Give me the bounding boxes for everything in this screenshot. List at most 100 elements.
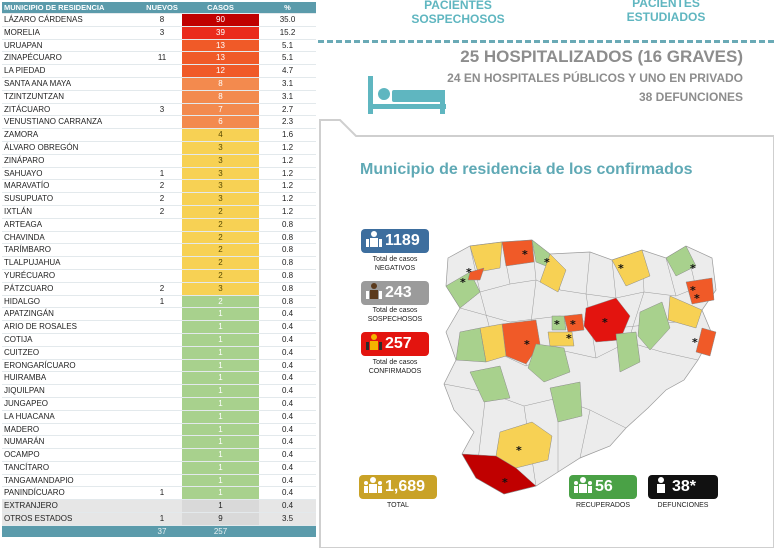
confirmed-cases-value: 257	[385, 335, 412, 352]
new-cases-cell	[142, 129, 182, 141]
table-row: LÁZARO CÁRDENAS 8 90 35.0	[2, 14, 316, 27]
negative-cases-badge: 1189	[361, 229, 429, 253]
svg-text:*: *	[618, 262, 624, 275]
table-row: URUAPAN 13 5.1	[2, 39, 316, 53]
municipality-cell: CUITZEO	[4, 347, 40, 357]
people-icon	[365, 230, 383, 253]
cases-cell: 1	[182, 397, 259, 410]
new-cases-cell	[142, 398, 182, 410]
deaths-label: 38 DEFUNCIONES	[638, 90, 743, 104]
municipality-orange-b	[467, 267, 485, 281]
percent-cell: 1.6	[281, 130, 294, 140]
negative-cases-caption: Total de casos NEGATIVOS	[372, 256, 418, 272]
svg-text:*: *	[694, 292, 700, 305]
municipality-cell: LA HUACANA	[4, 411, 55, 421]
people-group-icon	[573, 476, 593, 499]
svg-text:*: *	[602, 316, 608, 329]
new-cases-cell	[142, 360, 182, 372]
municipality-yellow-a	[469, 241, 503, 273]
municipality-green-f	[615, 331, 641, 373]
new-cases-cell	[142, 347, 182, 359]
percent-cell: 15.2	[279, 27, 296, 37]
table-row: ARTEAGA 2 0.8	[2, 218, 316, 232]
table-row: OCAMPO 1 0.4	[2, 449, 316, 462]
municipality-yellow-e	[547, 331, 575, 347]
municipality-green-j	[549, 381, 583, 423]
municipality-cell: ZINÁPARO	[4, 155, 45, 165]
svg-text:*: *	[566, 332, 572, 345]
municipality-cell: URUAPAN	[4, 40, 43, 50]
new-cases-cell	[142, 78, 182, 90]
percent-cell: 5.1	[281, 53, 294, 63]
municipality-yellow-b	[539, 253, 567, 293]
table-row: LA HUACANA 1 0.4	[2, 410, 316, 424]
municipality-green-a	[445, 271, 481, 309]
people-icon	[365, 333, 383, 356]
cases-cell: 1	[182, 500, 259, 513]
new-cases-cell: 2	[159, 194, 165, 204]
municipality-cell: SUSUPUATO	[4, 194, 54, 204]
municipality-cell: CHAVINDA	[4, 232, 45, 242]
cases-cell: 1	[182, 308, 259, 321]
new-cases-cell	[142, 500, 182, 512]
new-cases-cell	[142, 142, 182, 154]
table-row: ZINÁPARO 3 1.2	[2, 154, 316, 168]
cases-cell: 1	[182, 346, 259, 359]
cases-cell: 1	[182, 410, 259, 423]
new-cases-cell	[142, 232, 182, 244]
table-row: CHAVINDA 2 0.8	[2, 231, 316, 245]
municipality-green-g	[455, 327, 487, 363]
header-cases: CASOS	[207, 3, 234, 12]
cases-cell: 39	[182, 26, 259, 39]
new-cases-cell	[142, 462, 182, 474]
new-cases-cell	[142, 257, 182, 269]
municipality-cell: ÁLVARO OBREGÓN	[4, 142, 79, 152]
cases-cell: 1	[182, 461, 259, 474]
municipality-cell: JUNGAPEO	[4, 398, 49, 408]
cases-cell: 1	[182, 372, 259, 385]
cases-cell: 1	[182, 436, 259, 449]
percent-cell: 0.4	[281, 424, 294, 434]
new-cases-cell	[142, 475, 182, 487]
svg-text:*: *	[522, 248, 528, 261]
hospitalized-subtitle: 24 EN HOSPITALES PÚBLICOS Y UNO EN PRIVA…	[447, 71, 743, 85]
percent-cell: 0.4	[281, 462, 294, 472]
total-caption: TOTAL	[387, 502, 409, 509]
percent-cell: 3.1	[281, 91, 294, 101]
table-row: PÁTZCUARO 2 3 0.8	[2, 282, 316, 296]
municipality-orange-e	[695, 327, 717, 357]
municipality-cell: APATZINGÁN	[4, 309, 54, 319]
table-row: ZINAPÉCUARO 11 13 5.1	[2, 52, 316, 66]
new-cases-cell	[142, 334, 182, 346]
michoacan-map: **** * *** ** ** * ***	[443, 239, 717, 495]
new-cases-cell: 2	[159, 206, 165, 216]
percent-cell: 35.0	[279, 15, 296, 24]
cases-cell: 7	[182, 103, 259, 116]
percent-cell: 0.8	[281, 283, 294, 293]
table-row: HIDALGO 1 2 0.8	[2, 295, 316, 309]
header-municipality: MUNICIPIO DE RESIDENCIA	[4, 3, 105, 12]
total-new: 37	[157, 526, 167, 536]
person-icon	[652, 476, 670, 499]
percent-cell: 1.2	[281, 168, 294, 178]
municipality-cell: MARAVATÍO	[4, 181, 50, 191]
cases-cell: 1	[182, 359, 259, 372]
cases-cell: 12	[182, 65, 259, 77]
percent-cell: 2.3	[281, 117, 294, 127]
table-row: COTIJA 1 0.4	[2, 333, 316, 347]
municipality-orange-c	[685, 277, 715, 305]
percent-cell: 1.2	[281, 155, 294, 165]
percent-cell: 0.4	[281, 437, 294, 447]
cases-cell: 3	[182, 167, 259, 180]
percent-cell: 3.5	[281, 514, 294, 524]
municipality-cell: NUMARÁN	[4, 437, 45, 447]
table-row: OTROS ESTADOS 1 9 3.5	[2, 513, 316, 526]
municipality-green-i	[469, 365, 511, 403]
cases-table: MUNICIPIO DE RESIDENCIA NUEVOS CASOS % L…	[2, 2, 316, 537]
municipality-cell: PANINDÍCUARO	[4, 488, 65, 498]
percent-cell: 0.4	[281, 386, 294, 396]
cases-cell: 8	[182, 77, 259, 90]
cases-cell: 1	[182, 487, 259, 500]
deaths-caption: DEFUNCIONES	[657, 502, 709, 509]
percent-cell: 1.2	[281, 206, 294, 216]
